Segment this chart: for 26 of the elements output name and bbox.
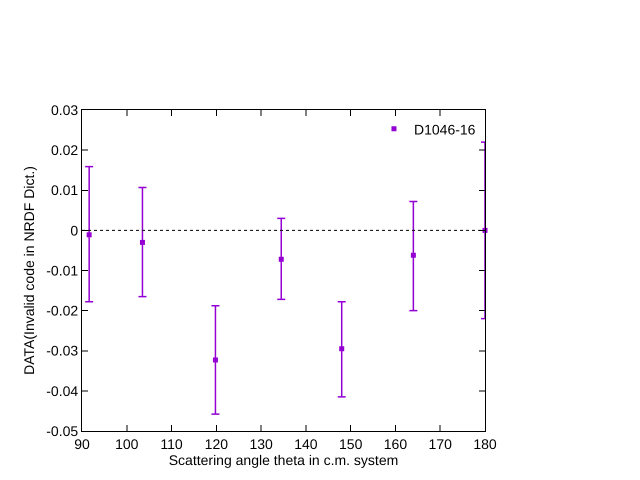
point: [339, 346, 344, 352]
point: [278, 256, 284, 262]
x-tick-label: 160: [384, 436, 408, 452]
y-tick-label: 0.03: [50, 102, 78, 118]
x-tick-label: 110: [160, 436, 183, 452]
y-tick-label: -0.04: [46, 382, 78, 399]
y-axis-title: DATA(Invalid code in NRDF Dict.): [20, 166, 37, 375]
point: [140, 240, 145, 245]
legend-label: D1046-16: [414, 121, 476, 138]
point: [410, 252, 416, 258]
y-tick-label: 0.01: [50, 182, 78, 198]
x-tick-label: 120: [204, 436, 228, 452]
y-tick-label: -0.03: [46, 342, 78, 359]
x-tick-label: 140: [294, 436, 318, 452]
x-tick-label: 130: [249, 436, 274, 452]
y-tick-label: 0.02: [50, 142, 78, 158]
x-axis-title: Scattering angle theta in c.m. system: [168, 452, 398, 468]
point: [86, 232, 92, 238]
x-tick-label: 180: [473, 436, 497, 452]
y-tick-label: 0: [70, 222, 78, 238]
y-tick-label: -0.02: [46, 302, 78, 319]
x-tick-label: 150: [338, 436, 363, 452]
x-tick-label: 100: [115, 436, 139, 452]
x-tick-label: 170: [428, 436, 452, 452]
y-tick-label: -0.01: [46, 262, 78, 278]
point: [212, 357, 218, 362]
